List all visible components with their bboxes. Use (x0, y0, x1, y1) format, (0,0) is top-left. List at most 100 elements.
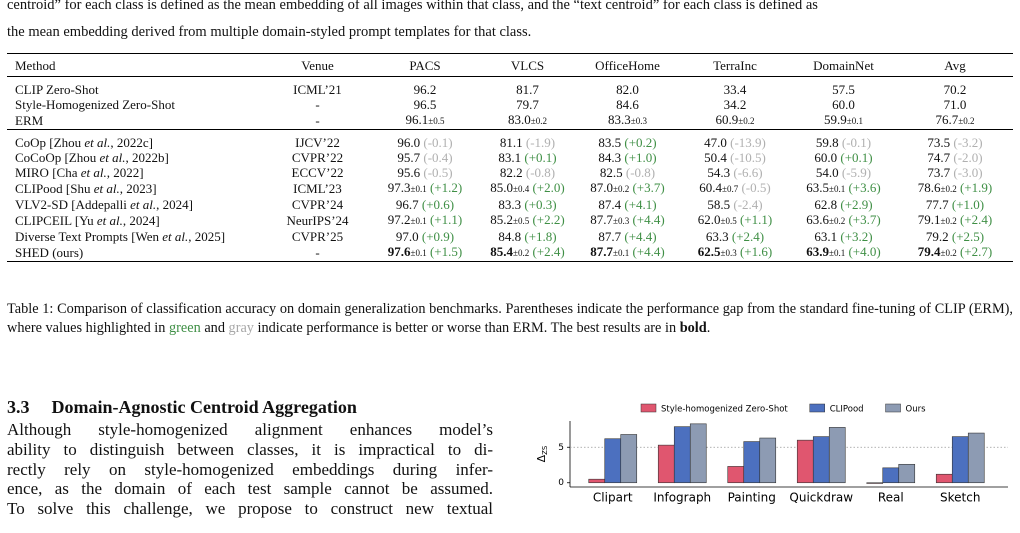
score: 85.2 (490, 212, 514, 227)
score-cell: 54.3 (-6.6) (680, 165, 790, 180)
gap: (-5.9) (841, 165, 872, 180)
score-cell: 95.7 (-0.4) (370, 150, 480, 165)
legend-label: Style-homogenized Zero-Shot (661, 405, 788, 415)
caption-text: . (706, 320, 711, 336)
method-cell: Diverse Text Prompts [Wen et al., 2025] (7, 229, 265, 244)
std: ±0.2 (958, 116, 975, 126)
std: ±0.1 (410, 216, 427, 226)
column-header: DomainNet (813, 57, 874, 73)
score-cell: 83.0±0.2 (480, 112, 575, 130)
gap: (-0.8) (625, 165, 656, 180)
std: ±0.5 (428, 116, 445, 126)
gap: (+3.6) (848, 180, 881, 195)
score-cell: 83.5 (+0.2) (575, 130, 680, 150)
body-line: ability to distinguish between classes, … (7, 439, 493, 459)
score-cell: 70.2 (897, 77, 1013, 97)
score-cell: 62.8 (+2.9) (790, 197, 897, 212)
score-cell: 63.1 (+3.2) (790, 229, 897, 244)
score: 87.4 (598, 197, 622, 212)
gap: (+2.2) (532, 212, 565, 227)
score: 87.7 (590, 212, 614, 227)
score-cell: 76.7±0.2 (897, 112, 1013, 130)
gap: (+2.7) (959, 244, 993, 259)
score-cell: 95.6 (-0.5) (370, 165, 480, 180)
x-tick-label: Sketch (940, 491, 980, 505)
score-cell: 84.3 (+1.0) (575, 150, 680, 165)
score: 97.3 (387, 180, 411, 195)
score-cell: 50.4 (-10.5) (680, 150, 790, 165)
score: 81.7 (516, 82, 539, 97)
section-heading: 3.3 Domain-Agnostic Centroid Aggregation (7, 397, 357, 418)
bar (673, 426, 691, 484)
gap: (+2.4) (731, 229, 765, 244)
gap: (-1.9) (525, 135, 556, 150)
bar (967, 432, 985, 484)
bar (898, 463, 916, 484)
score-cell: 87.7±0.1 (+4.4) (575, 244, 680, 262)
score: 76.7 (935, 112, 959, 127)
gap: (+0.1) (524, 150, 557, 165)
bar (828, 427, 846, 484)
table-row: CLIPood [Shu et al., 2023] ICML’23 97.3±0.… (7, 180, 1013, 197)
std: ±0.4 (513, 184, 530, 194)
bar (796, 439, 814, 484)
score-cell: 73.7 (-3.0) (897, 165, 1013, 180)
score-cell: 82.2 (-0.8) (480, 165, 575, 180)
gap: (+4.4) (624, 229, 657, 244)
method-text: et al. (96, 213, 123, 228)
score: 63.5 (806, 180, 830, 195)
y-tick-label: 5 (558, 443, 564, 453)
gap: (-2.0) (953, 150, 983, 165)
score: 82.0 (616, 82, 639, 97)
score-cell: 60.0 (790, 97, 897, 112)
score: 96.0 (397, 135, 421, 150)
caption-text: gray (228, 320, 254, 336)
score: 59.9 (824, 112, 847, 127)
intro-line: centroid” for each class is defined as t… (7, 0, 818, 13)
score: 34.2 (723, 97, 747, 112)
legend-label: CLIPood (830, 405, 864, 415)
bar (743, 441, 761, 484)
gap: (+1.8) (524, 229, 557, 244)
score: 79.2 (925, 229, 949, 244)
std: ±0.1 (613, 248, 630, 258)
score: 85.0 (490, 180, 514, 195)
row-group: CLIP Zero-Shot ICML’21 96.2 81.7 82.0 33.4 57.… (7, 77, 1013, 130)
body-line: rectly rely on style-homogenized embeddi… (7, 459, 493, 479)
score: 60.0 (832, 97, 855, 112)
venue-cell: NeurIPS’24 (286, 213, 349, 228)
score: 59.8 (815, 135, 839, 150)
std: ±0.2 (940, 248, 957, 258)
score-cell: 60.9±0.2 (680, 112, 790, 130)
std: ±0.2 (940, 216, 957, 226)
legend-swatch (640, 403, 657, 413)
table-row: VLV2-SD [Addepalli et al., 2024] CVPR’24 9… (7, 197, 1013, 212)
gap: (+2.4) (532, 244, 565, 259)
venue-cell: ECCV’22 (291, 165, 344, 180)
score-cell: 58.5 (-2.4) (680, 197, 790, 212)
gap: (+1.9) (959, 180, 993, 195)
column-header: TerraInc (713, 57, 757, 73)
intro-line: the mean embedding derived from multiple… (7, 24, 532, 40)
gap: (+3.2) (840, 229, 873, 244)
venue-cell: - (315, 245, 320, 260)
score-cell: 97.3±0.1 (+1.2) (370, 180, 480, 197)
gap: (+1.0) (624, 150, 657, 165)
bar (866, 482, 884, 484)
venue-cell: IJCV’22 (295, 135, 340, 150)
table-row: Diverse Text Prompts [Wen et al., 2025] C… (7, 229, 1013, 244)
std: ±0.3 (720, 248, 737, 258)
score-cell: 97.2±0.1 (+1.1) (370, 212, 480, 229)
std: ±0.2 (613, 184, 630, 194)
score: 96.2 (413, 82, 437, 97)
score: 63.1 (814, 229, 838, 244)
gap: (+1.2) (429, 180, 463, 195)
score: 60.4 (699, 180, 723, 195)
x-tick-label: Quickdraw (789, 491, 853, 505)
score: 71.0 (943, 97, 967, 112)
gap: (-3.0) (953, 165, 983, 180)
score-cell: 47.0 (-13.9) (680, 130, 790, 150)
table-caption: Table 1: Comparison of classification ac… (7, 300, 1013, 338)
gap: (+0.9) (421, 229, 455, 244)
